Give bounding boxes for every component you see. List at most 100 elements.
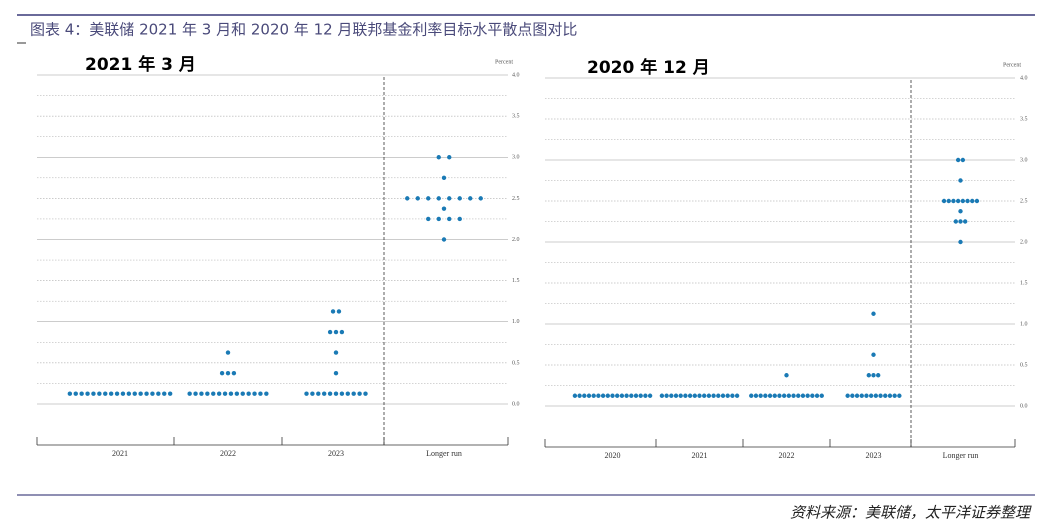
dot [436,155,441,160]
y-tick-label: 3.5 [512,114,520,120]
dot [162,391,167,396]
dot [697,393,702,398]
y-tick-label: 2.5 [512,196,520,202]
dot [436,196,441,201]
dot [781,393,787,398]
dot [457,216,462,222]
dot [683,393,688,398]
dot [963,219,968,224]
dot [415,196,420,201]
dot [960,157,966,163]
dot [800,393,806,398]
dot [873,393,879,398]
dot [725,393,730,398]
dot [339,391,345,396]
dot [264,391,269,396]
dot [758,393,763,398]
dot [953,219,958,224]
x-tick-label: 2020 [605,451,621,460]
dot [447,155,452,160]
dot [457,196,462,201]
dot [711,393,716,398]
dot [763,393,768,398]
dot [958,219,963,224]
dot [436,216,441,222]
dot [673,393,679,398]
dot [234,391,240,396]
y-tick-label: 2.0 [512,237,520,243]
dot [600,393,606,398]
dot [363,391,368,396]
y-tick-label: 3.0 [1020,157,1028,163]
dot [199,391,204,396]
dot [786,393,792,398]
dot [958,178,963,183]
dot [819,393,824,398]
dot [946,198,951,204]
y-tick-label: 3.5 [1020,116,1028,122]
y-axis-label: Percent [495,59,513,65]
y-tick-label: 1.0 [512,319,520,325]
dot [150,391,155,396]
dot [252,391,257,396]
dot [572,393,578,398]
dot [669,393,674,398]
dot [333,329,339,335]
dot [753,393,759,398]
dot [310,391,315,396]
dot [871,311,876,316]
dot [126,391,132,396]
dot [871,352,876,357]
dot [624,393,629,398]
dot [859,393,864,398]
dot [850,393,855,398]
dot [810,393,815,398]
dot [246,391,251,396]
x-tick-label: 2023 [328,449,344,458]
dot [211,391,216,396]
dot [144,391,149,396]
dot [316,391,321,396]
dot [955,157,961,163]
dot [845,393,850,398]
y-tick-label: 4.0 [512,72,520,78]
dot [730,393,735,398]
dot [327,391,333,396]
dot [97,391,102,396]
y-tick-label: 1.5 [512,278,520,284]
dot [777,393,782,398]
dot [577,393,582,398]
y-tick-label: 1.5 [1020,280,1028,286]
dot [351,391,356,396]
dot [619,393,625,398]
y-tick-label: 4.0 [1020,75,1028,81]
dot [441,175,447,181]
dot [426,216,431,222]
x-tick-label: 2021 [112,449,128,458]
y-tick-label: 0.5 [512,360,520,366]
y-tick-label: 3.0 [512,155,520,161]
dot [478,196,483,201]
dot [897,393,902,398]
dot [767,393,773,398]
dot [327,329,333,335]
dot [784,373,789,378]
dot [193,391,198,396]
dot [805,393,810,398]
dot [970,198,975,204]
x-tick-label: 2021 [692,451,708,460]
dot [960,198,966,204]
dot [615,393,620,398]
dot [586,393,592,398]
dot [610,393,615,398]
y-tick-label: 0.0 [512,401,520,407]
dot [103,391,108,396]
dot [73,391,78,396]
dot [955,198,961,204]
dot [333,370,339,376]
dot [330,309,336,314]
dot [228,391,234,396]
source: 资料来源：美联储，太平洋证券整理 [790,504,1032,522]
